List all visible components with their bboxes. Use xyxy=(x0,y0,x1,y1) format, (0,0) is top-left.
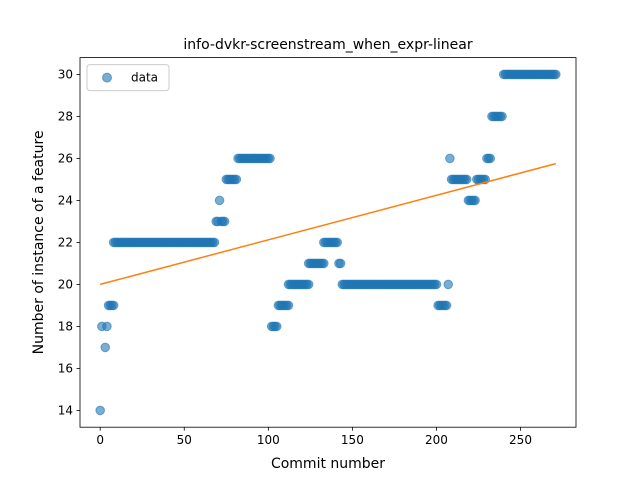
y-tick-label: 20 xyxy=(58,278,73,292)
marks-layer xyxy=(95,69,561,416)
x-axis-label: Commit number xyxy=(271,456,385,472)
legend-marker xyxy=(102,72,112,83)
data-point xyxy=(445,153,455,164)
data-point xyxy=(551,69,561,80)
data-point xyxy=(231,174,242,185)
data-point xyxy=(219,216,230,227)
data-point xyxy=(461,174,472,185)
data-point xyxy=(303,279,314,290)
x-tick-label: 200 xyxy=(425,433,448,447)
data-point xyxy=(265,153,275,164)
y-tick-label: 18 xyxy=(58,320,73,334)
data-point xyxy=(443,279,454,290)
legend-label-data: data xyxy=(131,71,158,85)
legend: data xyxy=(86,64,170,92)
data-point xyxy=(108,300,119,311)
data-point xyxy=(214,195,225,206)
x-tick-label: 50 xyxy=(177,433,192,447)
data-point xyxy=(283,300,294,311)
data-point xyxy=(485,153,496,164)
data-point xyxy=(271,321,282,332)
y-axis: 14 16 18 20 22 24 26 28 30 xyxy=(58,68,80,418)
y-tick-label: 28 xyxy=(58,110,73,124)
y-tick-label: 22 xyxy=(58,236,73,250)
data-point xyxy=(332,237,343,248)
legend-box xyxy=(86,64,170,92)
x-tick-label: 0 xyxy=(96,433,104,447)
y-axis-label: Number of instance of a feature xyxy=(31,130,47,354)
data-point xyxy=(431,279,442,290)
data-point xyxy=(497,111,507,122)
y-tick-label: 24 xyxy=(58,194,73,208)
data-point xyxy=(209,237,220,248)
data-point xyxy=(319,258,329,269)
x-tick-label: 100 xyxy=(257,433,280,447)
y-tick-label: 26 xyxy=(58,152,73,166)
data-point xyxy=(102,321,112,332)
data-point xyxy=(470,195,480,206)
y-tick-label: 30 xyxy=(58,68,73,82)
data-point xyxy=(95,405,105,416)
fit-line xyxy=(99,162,557,286)
x-tick-label: 250 xyxy=(509,433,532,447)
data-point xyxy=(100,342,111,353)
y-tick-label: 16 xyxy=(58,362,73,376)
data-point xyxy=(441,300,452,311)
x-axis: 0 50 100 150 200 250 xyxy=(96,427,532,447)
x-tick-label: 150 xyxy=(341,433,364,447)
chart-title: info-dvkr-screenstream_when_expr-linear xyxy=(183,37,472,53)
data-point xyxy=(335,258,346,269)
y-tick-label: 14 xyxy=(58,404,73,418)
plot-area xyxy=(79,57,577,428)
